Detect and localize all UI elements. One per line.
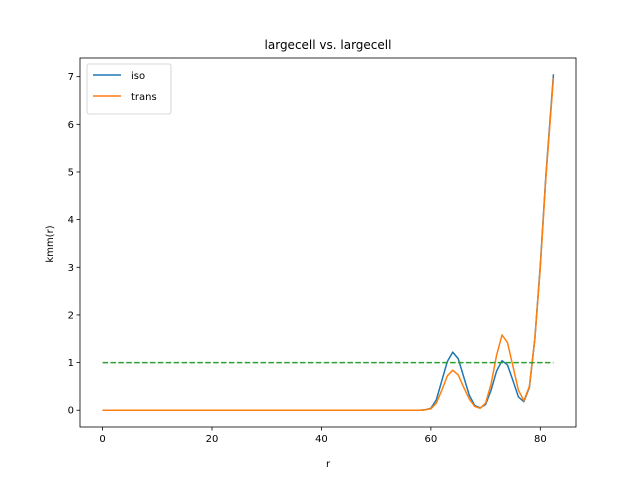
legend-label-trans: trans [131, 92, 157, 103]
legend-box [86, 63, 172, 115]
legend: iso trans [86, 63, 172, 115]
plot-area [102, 74, 555, 411]
axes: 0 20 40 60 80 0 1 2 3 4 5 6 7 [68, 57, 577, 445]
chart-title: largecell vs. largecell [265, 38, 392, 52]
y-tick-label: 6 [68, 120, 74, 131]
x-tick-label: 20 [206, 434, 219, 445]
x-tick-label: 0 [99, 434, 105, 445]
y-axis-label: kmm(r) [45, 225, 56, 262]
y-tick-label: 1 [68, 358, 74, 369]
x-axis-label: r [326, 459, 331, 470]
axes-frame [79, 57, 577, 428]
x-tick-label: 40 [315, 434, 328, 445]
y-tick-label: 7 [68, 72, 74, 83]
y-tick-label: 2 [68, 310, 74, 321]
y-tick-label: 0 [68, 406, 74, 417]
y-tick-label: 5 [68, 167, 74, 178]
series-line-trans [102, 77, 555, 411]
y-tick-label: 4 [68, 215, 74, 226]
legend-label-iso: iso [131, 71, 145, 82]
x-tick-label: 80 [534, 434, 547, 445]
y-tick-label: 3 [68, 263, 74, 274]
x-tick-label: 60 [425, 434, 438, 445]
